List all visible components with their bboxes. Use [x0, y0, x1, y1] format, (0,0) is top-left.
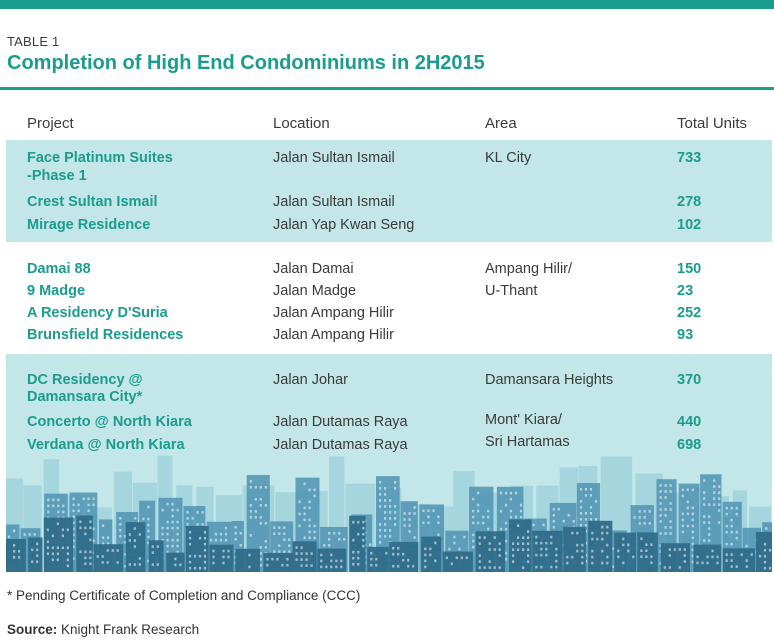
- header-location: Location: [273, 115, 330, 132]
- location: Jalan Dutamas Raya: [273, 437, 408, 453]
- project-name: Mirage Residence: [27, 217, 151, 233]
- total-units: 252: [677, 305, 702, 321]
- header-area: Area: [485, 115, 517, 132]
- total-units: 150: [677, 261, 702, 277]
- total-units: 23: [677, 283, 694, 299]
- location: Jalan Johar: [273, 372, 348, 388]
- project-name: DC Residency @: [27, 372, 143, 388]
- city-skyline-illustration: [6, 455, 772, 572]
- total-units: 102: [677, 217, 702, 233]
- location: Jalan Yap Kwan Seng: [273, 217, 415, 233]
- total-units: 440: [677, 414, 702, 430]
- area-line2: Sri Hartamas: [485, 434, 570, 450]
- project-name: Verdana @ North Kiara: [27, 437, 185, 453]
- source-line: Source: Knight Frank Research: [7, 622, 199, 637]
- top-accent-bar: [0, 0, 774, 9]
- location: Jalan Dutamas Raya: [273, 414, 408, 430]
- project-name: A Residency D'Suria: [27, 305, 168, 321]
- area: Ampang Hilir/: [485, 261, 573, 277]
- area: Mont' Kiara/: [485, 412, 562, 428]
- project-name: Face Platinum Suites: [27, 150, 173, 166]
- area: Damansara Heights: [485, 372, 614, 388]
- area-line2: U-Thant: [485, 283, 538, 299]
- project-name: Concerto @ North Kiara: [27, 414, 192, 430]
- table-panel: Project Location Area Total Units Face P…: [6, 97, 772, 572]
- location: Jalan Ampang Hilir: [273, 327, 394, 343]
- title-rule: [0, 87, 774, 90]
- project-name: Damai 88: [27, 261, 91, 277]
- location: Jalan Damai: [273, 261, 354, 277]
- header-total-units: Total Units: [677, 115, 748, 132]
- total-units: 370: [677, 372, 702, 388]
- project-name-line2: Damansara City*: [27, 389, 143, 405]
- location: Jalan Ampang Hilir: [273, 305, 394, 321]
- row-group-kl-city: [6, 140, 772, 242]
- project-name: Brunsfield Residences: [27, 327, 184, 343]
- location: Jalan Madge: [273, 283, 357, 299]
- location: Jalan Sultan Ismail: [273, 194, 395, 210]
- footnote: * Pending Certificate of Completion and …: [7, 588, 361, 603]
- total-units: 698: [677, 437, 702, 453]
- total-units: 278: [677, 194, 702, 210]
- source-text: Knight Frank Research: [57, 622, 200, 637]
- table-title: Completion of High End Condominiums in 2…: [7, 52, 485, 74]
- project-name: Crest Sultan Ismail: [27, 194, 158, 210]
- table-label: TABLE 1: [7, 34, 60, 49]
- project-name-line2: -Phase 1: [27, 168, 87, 184]
- area: KL City: [485, 150, 532, 166]
- source-label: Source:: [7, 622, 58, 637]
- total-units: 733: [677, 150, 702, 166]
- row-group-ampang: [6, 249, 772, 348]
- header-project: Project: [27, 115, 74, 132]
- total-units: 93: [677, 327, 694, 343]
- project-name: 9 Madge: [27, 283, 86, 299]
- location: Jalan Sultan Ismail: [273, 150, 395, 166]
